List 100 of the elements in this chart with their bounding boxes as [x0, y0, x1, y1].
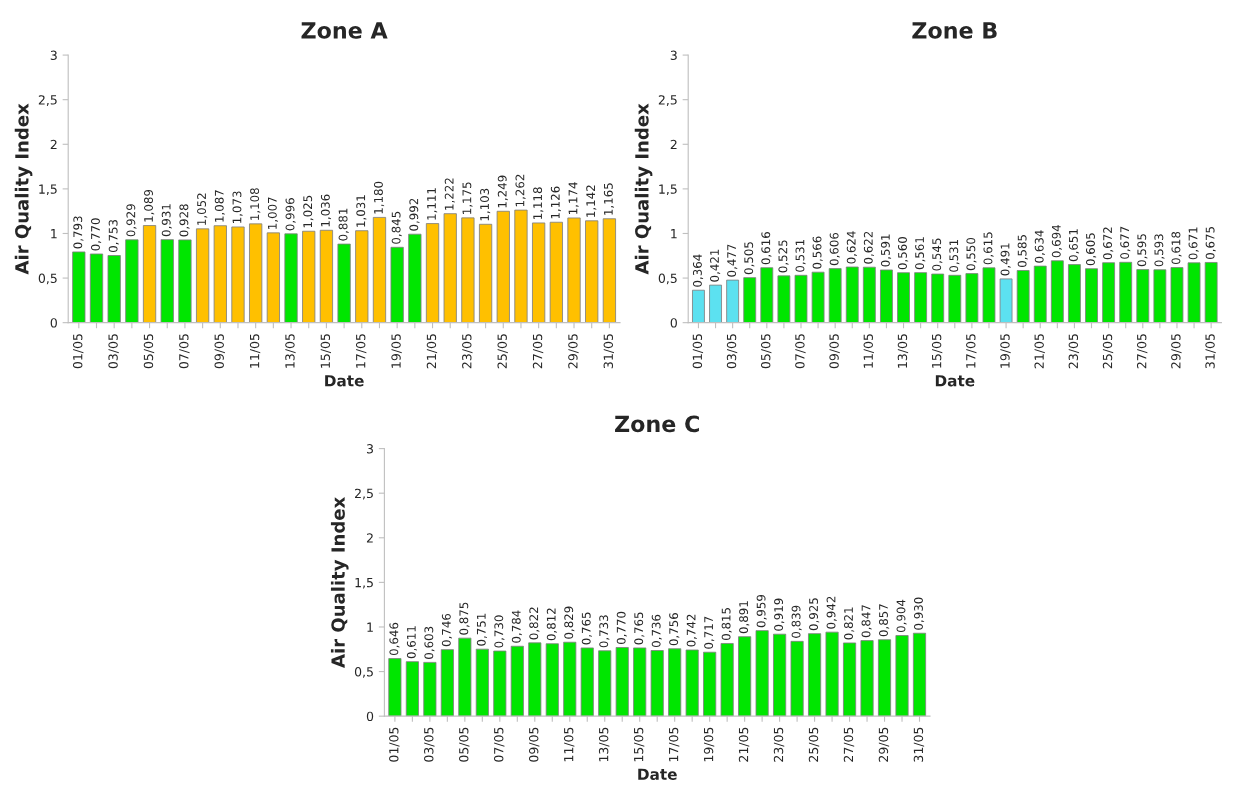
data-label: 0,717 — [704, 616, 715, 649]
bar — [160, 239, 174, 323]
bar — [196, 228, 210, 323]
y-tick-label: 3 — [670, 50, 677, 61]
y-tick-label: 2,5 — [355, 488, 373, 500]
x-tick-label: 03/05 — [424, 727, 435, 762]
y-tick-label: 0 — [366, 711, 374, 722]
bar — [493, 650, 507, 717]
y-tick-label: 2 — [366, 533, 373, 543]
data-label: 1,175 — [462, 182, 473, 214]
x-axis-title: Date — [935, 375, 975, 387]
data-label: 1,174 — [568, 182, 579, 214]
bar — [478, 223, 493, 323]
y-axis-title: Air Quality Index — [14, 103, 33, 275]
y-tick-label: 1 — [671, 229, 677, 239]
bar — [703, 651, 717, 717]
y-tick-label: 0 — [50, 318, 57, 328]
data-label: 0,891 — [739, 601, 750, 634]
x-tick-label: 11/05 — [249, 334, 261, 368]
bar — [563, 641, 577, 717]
bar — [825, 631, 839, 717]
x-tick-label: 11/05 — [563, 727, 575, 762]
bar — [760, 267, 774, 323]
bar — [743, 277, 757, 323]
data-label: 0,839 — [791, 605, 802, 638]
x-tick-label: 31/05 — [603, 334, 614, 369]
data-label: 0,624 — [846, 231, 857, 264]
bar — [388, 658, 402, 717]
bar — [545, 643, 559, 717]
bar — [843, 642, 857, 717]
data-label: 1,087 — [214, 190, 225, 222]
x-tick-label: 05/05 — [143, 334, 155, 369]
x-tick-label: 29/05 — [878, 727, 890, 762]
x-tick-label: 15/05 — [931, 334, 943, 368]
data-label: 0,622 — [863, 231, 874, 264]
bar — [877, 639, 892, 717]
data-label: 1,180 — [373, 181, 385, 214]
bar — [790, 640, 804, 717]
bar — [709, 284, 722, 323]
chart-title: Zone A — [301, 22, 388, 39]
data-label: 0,829 — [564, 606, 575, 639]
bar — [1016, 270, 1030, 323]
data-label: 1,036 — [320, 194, 332, 227]
x-tick-label: 25/05 — [497, 334, 508, 369]
data-label: 1,052 — [197, 193, 208, 225]
data-label: 0,928 — [179, 204, 190, 237]
data-label: 0,931 — [161, 204, 172, 237]
bar — [773, 633, 787, 717]
bar — [408, 233, 422, 323]
bar — [777, 275, 791, 323]
y-tick-label: 0,5 — [354, 667, 373, 678]
data-label: 0,793 — [73, 216, 84, 249]
x-tick-label: 13/05 — [598, 727, 610, 762]
bar — [650, 650, 664, 717]
data-label: 1,222 — [444, 178, 455, 210]
data-label: 0,730 — [494, 615, 505, 648]
y-tick-label: 1,5 — [39, 184, 57, 196]
x-tick-label: 27/05 — [843, 727, 855, 762]
bar — [1187, 262, 1201, 323]
x-tick-label: 23/05 — [773, 727, 785, 762]
y-tick-label: 2 — [50, 139, 57, 150]
data-label: 0,605 — [1086, 233, 1097, 266]
bar — [510, 645, 524, 717]
y-axis-title: Air Quality Index — [330, 497, 349, 668]
x-tick-label: 23/05 — [1068, 334, 1080, 369]
data-label: 0,996 — [285, 198, 296, 231]
data-label: 0,634 — [1034, 230, 1045, 263]
x-tick-label: 09/05 — [214, 334, 225, 369]
bar — [528, 642, 542, 717]
bar — [860, 640, 874, 717]
x-tick-label: 31/05 — [1205, 334, 1216, 369]
x-tick-label: 03/05 — [108, 334, 119, 369]
x-tick-label: 09/05 — [829, 334, 840, 369]
data-label: 0,812 — [546, 608, 557, 641]
bar — [496, 210, 510, 323]
data-label: 1,089 — [144, 189, 155, 222]
data-label: 0,929 — [126, 204, 137, 237]
x-tick-label: 21/05 — [426, 334, 438, 369]
bar — [423, 661, 437, 717]
y-tick-label: 0,5 — [658, 273, 677, 285]
data-label: 0,904 — [896, 599, 907, 633]
x-tick-label: 29/05 — [568, 334, 579, 369]
bar — [337, 243, 351, 323]
data-label: 0,491 — [1000, 243, 1011, 276]
data-label: 0,694 — [1051, 224, 1062, 258]
bar — [895, 635, 909, 717]
y-tick-label: 0,5 — [38, 273, 57, 285]
data-label: 1,165 — [603, 183, 615, 215]
data-label: 1,007 — [267, 197, 278, 229]
x-tick-label: 17/05 — [668, 727, 680, 762]
bar — [514, 209, 528, 323]
data-label: 0,959 — [756, 594, 767, 628]
bar — [532, 222, 546, 323]
y-tick-label: 3 — [50, 50, 57, 61]
data-label: 0,925 — [809, 598, 820, 631]
data-label: 1,103 — [480, 188, 491, 221]
x-tick-label: 25/05 — [808, 727, 820, 762]
data-label: 1,073 — [232, 191, 243, 223]
x-tick-label: 23/05 — [462, 334, 473, 369]
bar — [794, 274, 808, 323]
